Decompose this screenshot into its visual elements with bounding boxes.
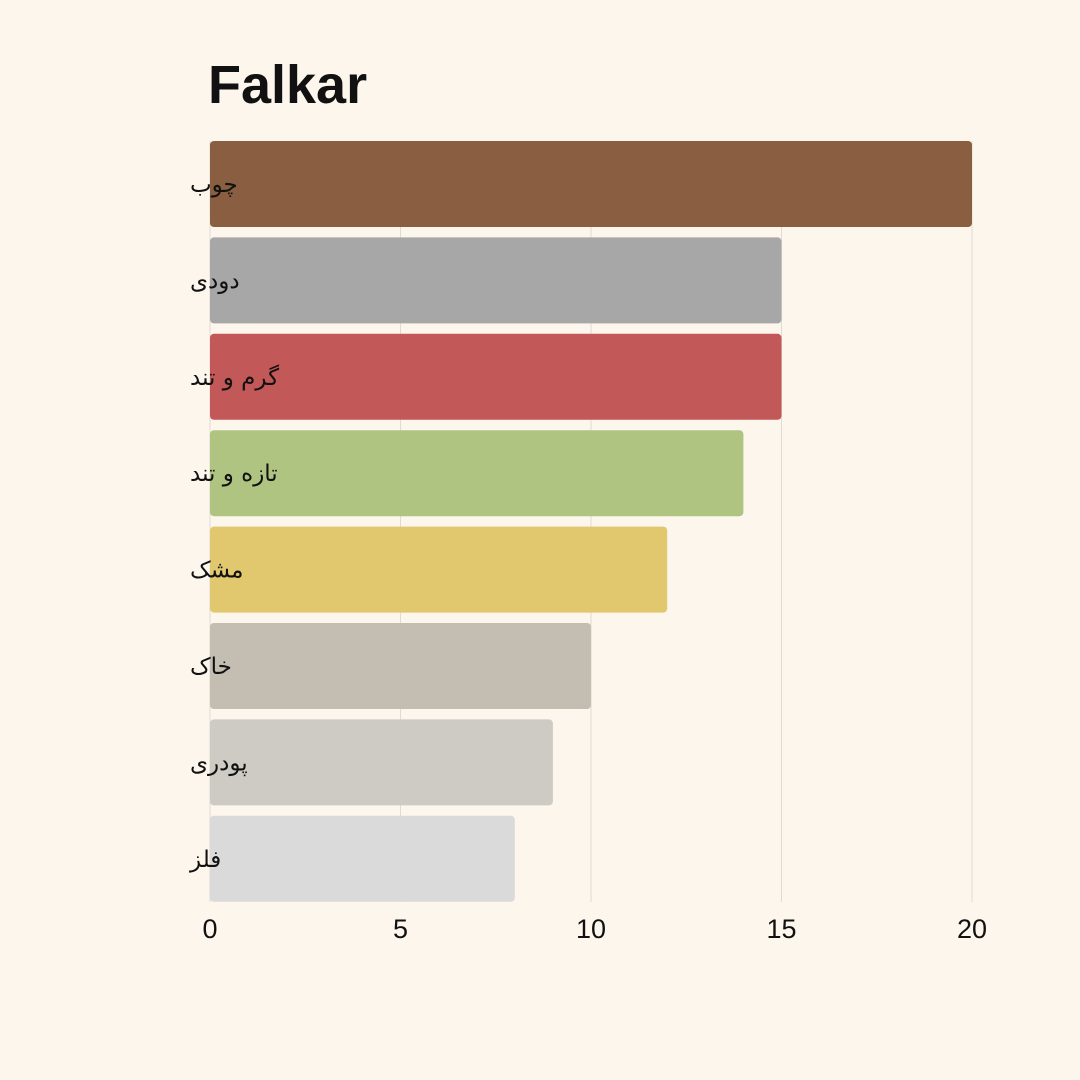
category-label: گرم و تند — [190, 364, 279, 391]
x-tick-label: 15 — [766, 914, 796, 944]
chart-title: Falkar — [208, 55, 368, 115]
bar — [210, 430, 744, 517]
category-label: فلز — [189, 847, 221, 873]
bar — [210, 333, 782, 420]
category-label: دودی — [190, 268, 240, 294]
bar — [210, 623, 591, 709]
x-tick-label: 10 — [576, 914, 606, 944]
x-tick-label: 0 — [202, 914, 217, 944]
category-label: چوب — [190, 172, 238, 198]
bars — [210, 141, 972, 902]
bar — [210, 237, 782, 324]
category-label: خاک — [190, 654, 232, 680]
x-tick-label: 5 — [393, 914, 408, 944]
x-tick-label: 20 — [957, 914, 987, 944]
x-axis-ticks: 0 5 10 15 20 — [202, 914, 987, 944]
bar — [210, 719, 553, 806]
bar — [210, 526, 668, 613]
bar — [210, 141, 972, 227]
category-label: مشک — [190, 558, 243, 584]
category-label: پودری — [190, 750, 248, 776]
category-label: تازه و تند — [190, 461, 278, 487]
category-labels: چوب دودی گرم و تند تازه و تند مشک خاک پودری فلز — [189, 172, 279, 873]
bar — [210, 815, 515, 902]
